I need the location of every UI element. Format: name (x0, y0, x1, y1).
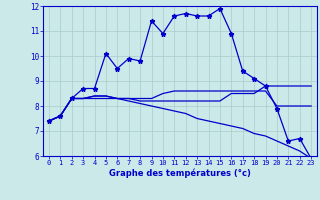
X-axis label: Graphe des températures (°c): Graphe des températures (°c) (109, 169, 251, 178)
